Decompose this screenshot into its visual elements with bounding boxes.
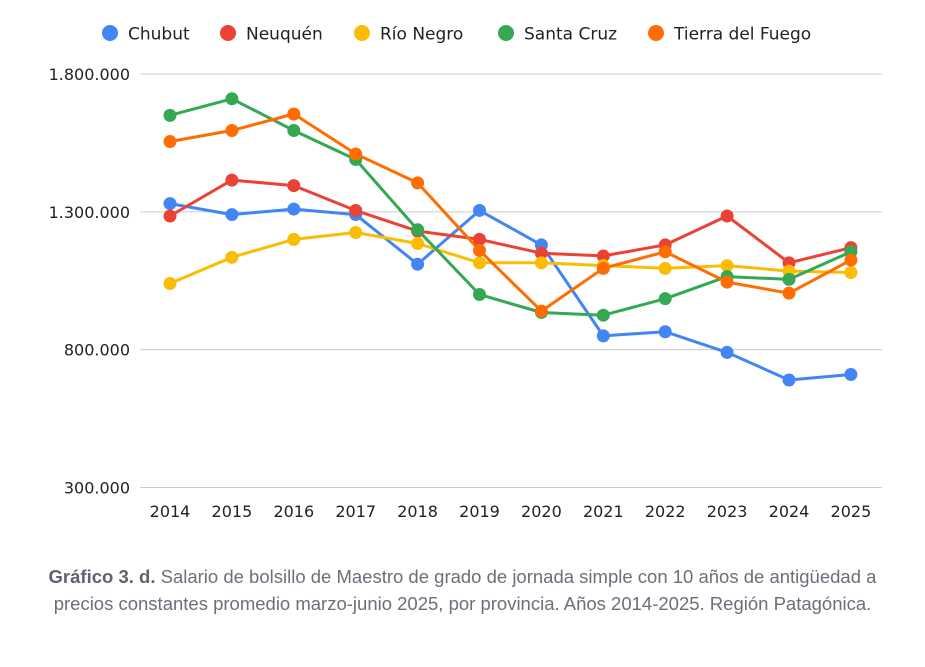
series-line-r-o-negro	[168, 231, 853, 285]
data-point-chubut[interactable]	[596, 329, 610, 343]
data-point-r-o-negro[interactable]	[287, 232, 301, 246]
data-point-santa-cruz[interactable]	[596, 308, 610, 322]
data-point-tierra-del-fuego[interactable]	[287, 107, 301, 121]
y-tick-label: 1.300.000	[49, 203, 130, 222]
x-tick-label: 2017	[335, 502, 376, 521]
data-point-neuqu-n[interactable]	[720, 209, 734, 223]
legend-marker-icon	[498, 25, 514, 41]
legend-item[interactable]: Tierra del Fuego	[648, 25, 811, 45]
x-tick-label: 2024	[769, 502, 810, 521]
data-point-santa-cruz[interactable]	[782, 272, 796, 286]
legend-item[interactable]: Santa Cruz	[498, 25, 617, 45]
caption-text: Salario de bolsillo de Maestro de grado …	[53, 566, 877, 614]
x-tick-label: 2022	[645, 502, 686, 521]
series-points	[163, 92, 858, 387]
legend-marker-icon	[102, 25, 118, 41]
data-point-neuqu-n[interactable]	[596, 249, 610, 263]
y-tick-label: 300.000	[64, 479, 130, 498]
x-tick-label: 2020	[521, 502, 562, 521]
data-point-chubut[interactable]	[411, 257, 425, 271]
data-point-tierra-del-fuego[interactable]	[411, 176, 425, 190]
data-point-tierra-del-fuego[interactable]	[163, 135, 177, 149]
data-point-tierra-del-fuego[interactable]	[720, 275, 734, 289]
data-point-r-o-negro[interactable]	[225, 250, 239, 264]
x-tick-label: 2015	[212, 502, 253, 521]
legend-item[interactable]: Chubut	[102, 25, 190, 45]
x-tick-label: 2021	[583, 502, 624, 521]
legend-label: Río Negro	[380, 25, 463, 45]
series-lines	[168, 97, 853, 382]
y-tick-label: 1.800.000	[49, 65, 130, 84]
data-point-chubut[interactable]	[287, 202, 301, 216]
data-point-chubut[interactable]	[163, 197, 177, 211]
series-line-santa-cruz	[168, 97, 853, 317]
data-point-r-o-negro[interactable]	[349, 226, 363, 240]
x-axis-ticks: 2014 2015 2016 2017 2018 2019 2020 2021 2022 2023…	[150, 502, 872, 521]
x-tick-label: 2014	[150, 502, 191, 521]
data-point-tierra-del-fuego[interactable]	[473, 243, 486, 257]
y-tick-label: 800.000	[64, 341, 130, 360]
series-line-tierra-del-fuego	[168, 112, 853, 313]
data-point-tierra-del-fuego[interactable]	[782, 286, 796, 300]
legend-marker-icon	[354, 25, 370, 41]
data-point-santa-cruz[interactable]	[658, 292, 672, 306]
legend: Chubut Neuquén Río Negro Santa Cruz Tierra d…	[102, 25, 811, 45]
data-point-santa-cruz[interactable]	[411, 223, 425, 237]
data-point-santa-cruz[interactable]	[163, 108, 177, 122]
x-tick-label: 2016	[273, 502, 314, 521]
data-point-chubut[interactable]	[782, 373, 796, 387]
data-point-r-o-negro[interactable]	[473, 256, 486, 270]
data-point-santa-cruz[interactable]	[287, 124, 301, 138]
legend-marker-icon	[648, 25, 664, 41]
data-point-chubut[interactable]	[225, 208, 239, 222]
data-point-chubut[interactable]	[473, 203, 486, 217]
data-point-santa-cruz[interactable]	[225, 92, 239, 106]
data-point-r-o-negro[interactable]	[411, 237, 425, 251]
legend-label: Chubut	[128, 25, 190, 45]
data-point-r-o-negro[interactable]	[720, 259, 734, 273]
data-point-neuqu-n[interactable]	[473, 232, 486, 246]
x-tick-label: 2019	[459, 502, 500, 521]
data-point-tierra-del-fuego[interactable]	[844, 253, 858, 267]
data-point-tierra-del-fuego[interactable]	[596, 261, 610, 275]
data-point-tierra-del-fuego[interactable]	[534, 304, 548, 318]
data-point-chubut[interactable]	[658, 325, 672, 339]
data-point-chubut[interactable]	[720, 345, 734, 359]
legend-label: Tierra del Fuego	[673, 25, 811, 45]
x-tick-label: 2025	[831, 502, 872, 521]
legend-label: Santa Cruz	[524, 25, 617, 45]
data-point-neuqu-n[interactable]	[163, 209, 177, 223]
data-point-r-o-negro[interactable]	[534, 256, 548, 270]
data-point-neuqu-n[interactable]	[534, 246, 548, 260]
data-point-tierra-del-fuego[interactable]	[225, 124, 239, 138]
chart-caption: Gráfico 3. d. Salario de bolsillo de Mae…	[30, 563, 895, 617]
caption-label: Gráfico 3. d.	[48, 566, 156, 587]
data-point-neuqu-n[interactable]	[287, 179, 301, 193]
legend-item[interactable]: Río Negro	[354, 25, 463, 45]
legend-label: Neuquén	[246, 25, 323, 45]
legend-marker-icon	[220, 25, 236, 41]
data-point-tierra-del-fuego[interactable]	[658, 245, 672, 259]
data-point-santa-cruz[interactable]	[473, 288, 486, 302]
data-point-neuqu-n[interactable]	[349, 203, 363, 217]
data-point-tierra-del-fuego[interactable]	[349, 147, 363, 161]
data-point-r-o-negro[interactable]	[658, 261, 672, 275]
legend-item[interactable]: Neuquén	[220, 25, 323, 45]
data-point-r-o-negro[interactable]	[163, 277, 177, 291]
x-tick-label: 2018	[397, 502, 438, 521]
series-line-neuqu-n	[168, 178, 853, 265]
series-line-chubut	[168, 202, 853, 382]
x-tick-label: 2023	[707, 502, 748, 521]
y-axis-ticks: 300.000 800.000 1.300.000 1.800.000	[49, 65, 130, 498]
data-point-r-o-negro[interactable]	[844, 265, 858, 279]
line-chart: Chubut Neuquén Río Negro Santa Cruz Tierra d…	[49, 25, 882, 521]
data-point-neuqu-n[interactable]	[225, 173, 239, 187]
data-point-chubut[interactable]	[844, 367, 858, 381]
